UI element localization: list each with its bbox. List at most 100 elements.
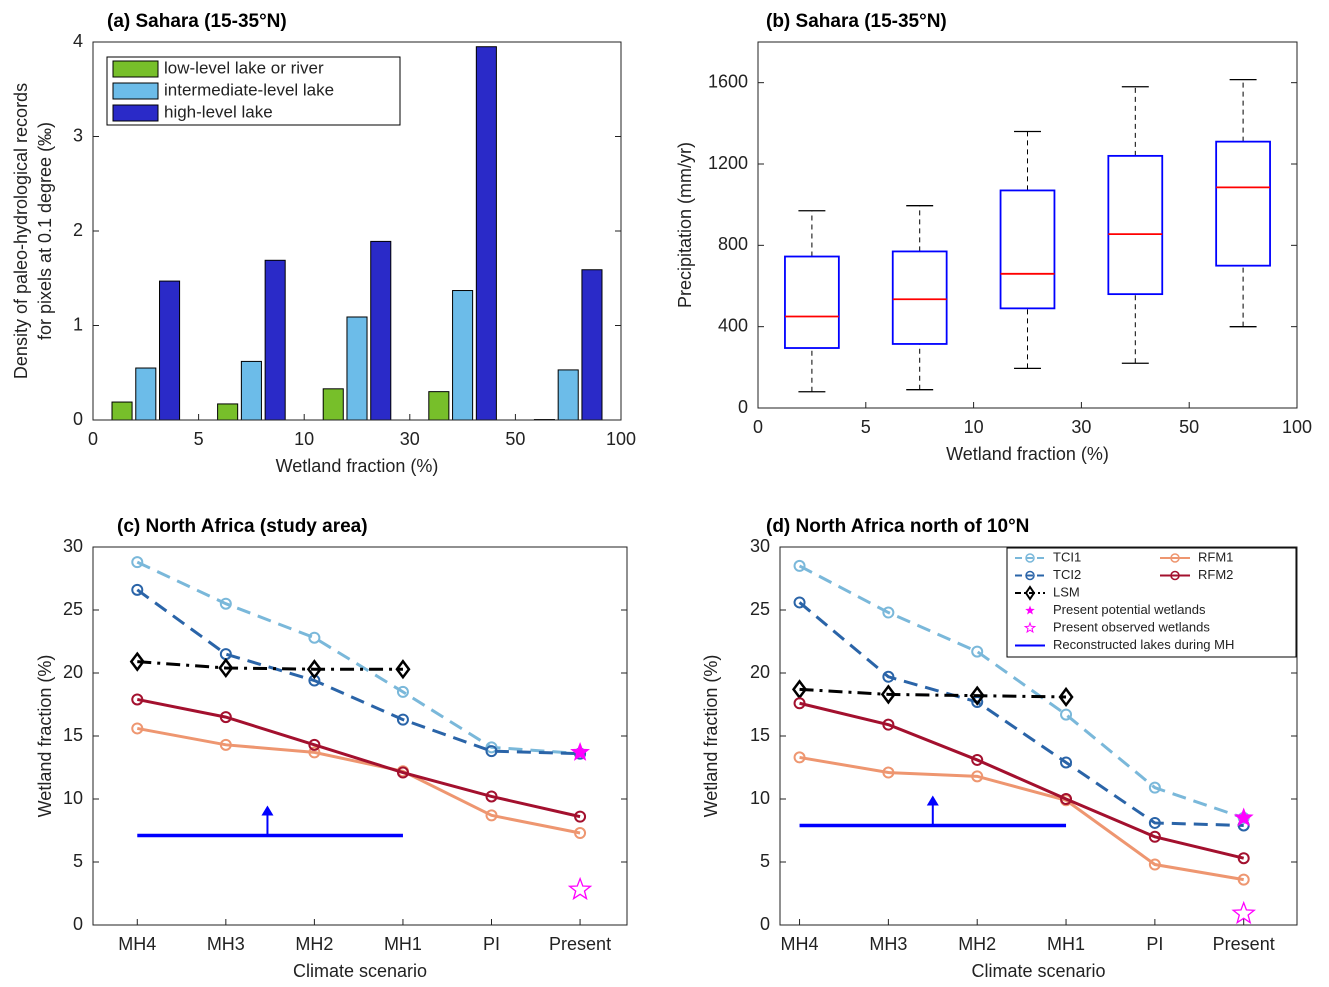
y-tick-label: 10 xyxy=(750,788,770,808)
y-tick-label: 5 xyxy=(73,851,83,871)
legend-label: TCI1 xyxy=(1053,549,1081,564)
y-axis-label: Precipitation (mm/yr) xyxy=(675,142,695,308)
marker xyxy=(218,657,234,679)
y-tick-label: 5 xyxy=(760,851,770,871)
x-tick-label: MH2 xyxy=(295,934,333,954)
x-tick-label: MH4 xyxy=(781,934,819,954)
y-tick-label: 30 xyxy=(750,536,770,556)
y-axis-label: for pixels at 0.1 degree (‰) xyxy=(35,122,55,340)
marker xyxy=(308,738,321,751)
marker xyxy=(1060,756,1073,769)
marker xyxy=(1148,781,1161,794)
chart-title: (a) Sahara (15-35°N) xyxy=(107,11,287,32)
legend-label: intermediate-level lake xyxy=(164,80,334,99)
marker xyxy=(131,556,144,569)
marker xyxy=(308,631,321,644)
legend-marker xyxy=(1025,553,1035,563)
y-tick-label: 1600 xyxy=(708,71,748,91)
x-axis-label: Wetland fraction (%) xyxy=(946,444,1109,464)
x-tick-label: MH1 xyxy=(384,934,422,954)
legend-label: low-level lake or river xyxy=(164,58,324,77)
x-tick-label: 100 xyxy=(1282,417,1312,437)
series-line xyxy=(136,588,581,756)
legend-swatch xyxy=(112,104,159,122)
marker xyxy=(308,746,321,759)
marker xyxy=(971,753,984,766)
x-tick-label: MH3 xyxy=(207,934,245,954)
box xyxy=(999,189,1056,310)
y-tick-label: 0 xyxy=(738,397,748,417)
bar xyxy=(428,391,450,421)
series-line xyxy=(798,564,1245,820)
marker xyxy=(969,685,985,706)
x-tick-label: 0 xyxy=(753,417,763,437)
bar xyxy=(111,401,133,421)
x-tick-label: 5 xyxy=(194,429,204,449)
x-tick-label: 50 xyxy=(1179,417,1199,437)
x-tick-label: 30 xyxy=(1071,417,1091,437)
bar xyxy=(581,269,603,421)
chart-title: (d) North Africa north of 10°N xyxy=(766,516,1029,537)
y-axis-label: Wetland fraction (%) xyxy=(701,655,721,818)
marker xyxy=(1237,873,1250,886)
legend-label: Present potential wetlands xyxy=(1053,602,1206,617)
marker xyxy=(882,670,895,683)
marker xyxy=(882,766,895,779)
marker xyxy=(1237,852,1250,865)
marker xyxy=(971,645,984,658)
marker xyxy=(485,745,498,758)
y-tick-label: 0 xyxy=(73,409,83,429)
marker xyxy=(971,770,984,783)
x-tick-label: MH4 xyxy=(118,934,156,954)
marker xyxy=(485,790,498,803)
arrow-head xyxy=(926,795,939,806)
x-tick-label: Present xyxy=(549,934,611,954)
x-axis-label: Wetland fraction (%) xyxy=(276,456,439,476)
legend-label: LSM xyxy=(1053,584,1080,599)
axes-frame xyxy=(92,546,628,926)
marker xyxy=(306,659,322,680)
marker xyxy=(1231,900,1256,925)
x-tick-label: 50 xyxy=(505,429,525,449)
marker xyxy=(567,876,593,901)
y-tick-label: 3 xyxy=(73,125,83,145)
marker xyxy=(1148,858,1161,871)
legend-label: RFM1 xyxy=(1198,549,1233,564)
series-line xyxy=(798,601,1244,827)
series-line xyxy=(799,701,1245,860)
x-tick-label: 5 xyxy=(861,417,871,437)
series-line xyxy=(799,755,1244,882)
legend-marker xyxy=(1024,585,1036,601)
x-tick-label: 30 xyxy=(400,429,420,449)
legend-marker xyxy=(1025,570,1035,581)
marker xyxy=(793,559,806,572)
bar xyxy=(370,240,392,421)
marker xyxy=(1148,816,1161,829)
series-line xyxy=(136,697,581,819)
legend-label: Present observed wetlands xyxy=(1053,619,1210,634)
bar xyxy=(346,316,368,421)
series-line xyxy=(137,726,581,835)
y-tick-label: 0 xyxy=(760,914,770,934)
box xyxy=(1107,154,1164,296)
marker xyxy=(1233,807,1254,827)
legend-box xyxy=(1006,547,1297,658)
marker xyxy=(882,718,895,731)
x-tick-label: 10 xyxy=(964,417,984,437)
marker xyxy=(396,713,409,726)
y-tick-label: 0 xyxy=(73,914,83,934)
marker xyxy=(882,606,895,619)
x-axis-label: Climate scenario xyxy=(971,961,1105,981)
arrow-head xyxy=(261,805,274,816)
marker xyxy=(793,751,806,764)
y-tick-label: 25 xyxy=(63,599,83,619)
bar xyxy=(452,290,474,421)
x-tick-label: MH2 xyxy=(958,934,996,954)
legend-marker xyxy=(1170,553,1180,563)
bar xyxy=(217,403,239,421)
marker xyxy=(793,697,806,710)
marker xyxy=(1058,686,1074,708)
bar xyxy=(557,369,579,421)
legend-marker xyxy=(1025,605,1035,615)
